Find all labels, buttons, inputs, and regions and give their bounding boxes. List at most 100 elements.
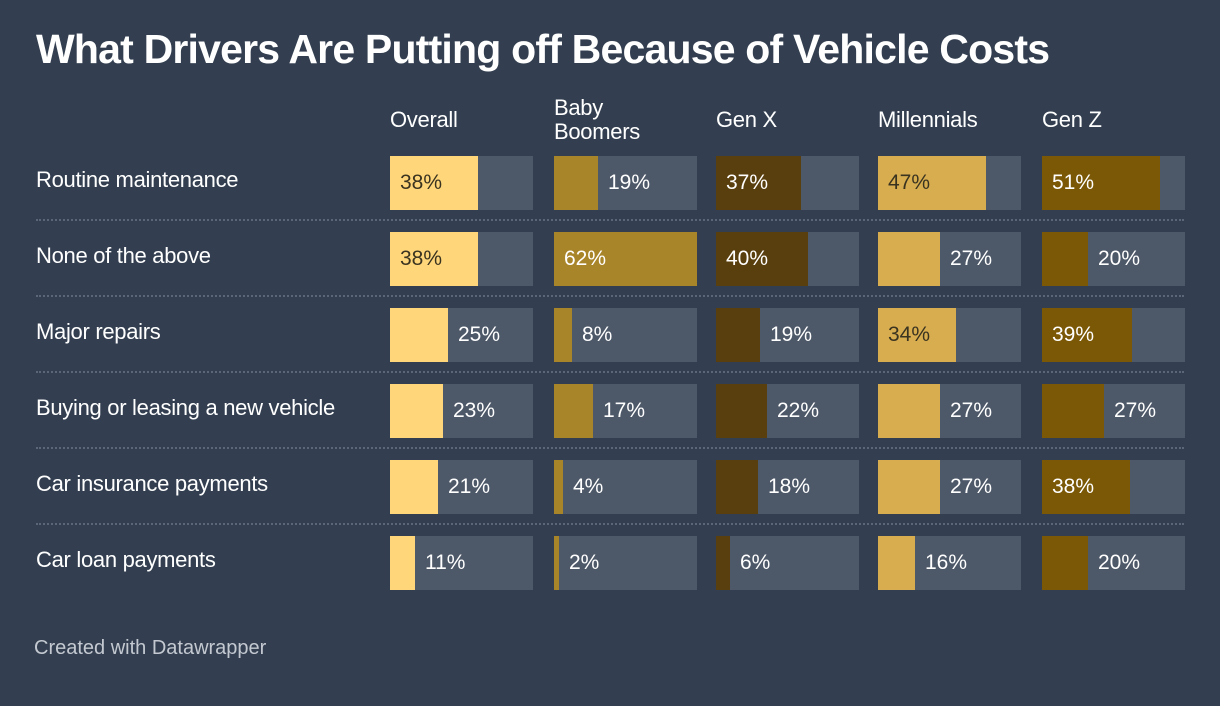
column-header-0: Overall [390,107,458,132]
value-label: 4% [573,475,604,498]
bar [554,536,559,590]
bar-track: 25% [390,308,533,362]
column-header-4: Gen Z [1042,107,1102,132]
row-separator [36,523,1184,525]
bar [716,232,808,286]
bar-track: 20% [1042,536,1185,590]
column-header-3: Millennials [878,107,978,132]
value-label: 38% [1052,475,1095,498]
bar [878,384,940,438]
bar-track: 27% [1042,384,1185,438]
bar-track: 37% [716,156,859,210]
bar [716,536,730,590]
value-label: 47% [888,171,931,194]
bar-track: 39% [1042,308,1185,362]
bar [554,308,572,362]
bar [554,232,697,286]
bar [1042,156,1160,210]
bar [390,460,438,514]
bar [878,156,986,210]
bar-track: 18% [716,460,859,514]
bar [716,308,760,362]
value-label: 27% [950,475,993,498]
bar [878,460,940,514]
bar [554,156,598,210]
value-label: 40% [726,247,769,270]
value-label: 34% [888,323,931,346]
bar-track: 21% [390,460,533,514]
bar-track: 34% [878,308,1021,362]
bar-track: 17% [554,384,697,438]
bar [1042,384,1104,438]
value-label: 21% [448,475,491,498]
bar-track: 27% [878,460,1021,514]
row-label-3: Buying or leasing a new vehicle [36,395,335,420]
bar [390,536,415,590]
bar-track: 22% [716,384,859,438]
bar [878,308,956,362]
row-label-5: Car loan payments [36,547,216,572]
bar-track: 11% [390,536,533,590]
value-label: 6% [740,551,771,574]
value-label: 27% [1114,399,1157,422]
bar-track: 4% [554,460,697,514]
bar-track: 16% [878,536,1021,590]
row-label-4: Car insurance payments [36,471,268,496]
bar-track: 38% [390,156,533,210]
row-separator [36,371,1184,373]
bar-track: 2% [554,536,697,590]
value-label: 23% [453,399,496,422]
value-label: 19% [770,323,813,346]
bar [554,384,593,438]
value-label: 38% [400,171,443,194]
value-label: 37% [726,171,769,194]
value-label: 62% [564,247,607,270]
value-label: 20% [1098,551,1141,574]
value-label: 51% [1052,171,1095,194]
bar-track: 40% [716,232,859,286]
bar-track: 62% [554,232,697,286]
bar [390,232,478,286]
bar-track: 8% [554,308,697,362]
bar [716,460,758,514]
row-separator [36,447,1184,449]
bar [878,536,915,590]
value-label: 22% [777,399,820,422]
value-label: 16% [925,551,968,574]
bar-track: 20% [1042,232,1185,286]
value-label: 8% [582,323,613,346]
bar [716,384,767,438]
bar-track: 51% [1042,156,1185,210]
value-label: 39% [1052,323,1095,346]
bar [1042,460,1130,514]
value-label: 27% [950,399,993,422]
column-header-2: Gen X [716,107,777,132]
row-separator [36,295,1184,297]
value-label: 11% [425,551,466,574]
value-label: 25% [458,323,501,346]
bar-track: 47% [878,156,1021,210]
bar-track: 38% [1042,460,1185,514]
bar-track: 19% [716,308,859,362]
value-label: 38% [400,247,443,270]
value-label: 18% [768,475,811,498]
value-label: 20% [1098,247,1141,270]
value-label: 2% [569,551,600,574]
column-header-1: Baby Boomers [554,95,640,144]
bar [716,156,801,210]
bar-track: 27% [878,384,1021,438]
row-label-0: Routine maintenance [36,167,239,192]
value-label: 27% [950,247,993,270]
footer-credit[interactable]: Created with Datawrapper [34,637,267,659]
value-label: 19% [608,171,651,194]
bar [878,232,940,286]
bar [1042,308,1132,362]
bar-track: 27% [878,232,1021,286]
bar [390,384,443,438]
bar-track: 38% [390,232,533,286]
bar [390,308,448,362]
bar [1042,536,1088,590]
row-label-1: None of the above [36,243,211,268]
bar-track: 6% [716,536,859,590]
bar-track: 23% [390,384,533,438]
